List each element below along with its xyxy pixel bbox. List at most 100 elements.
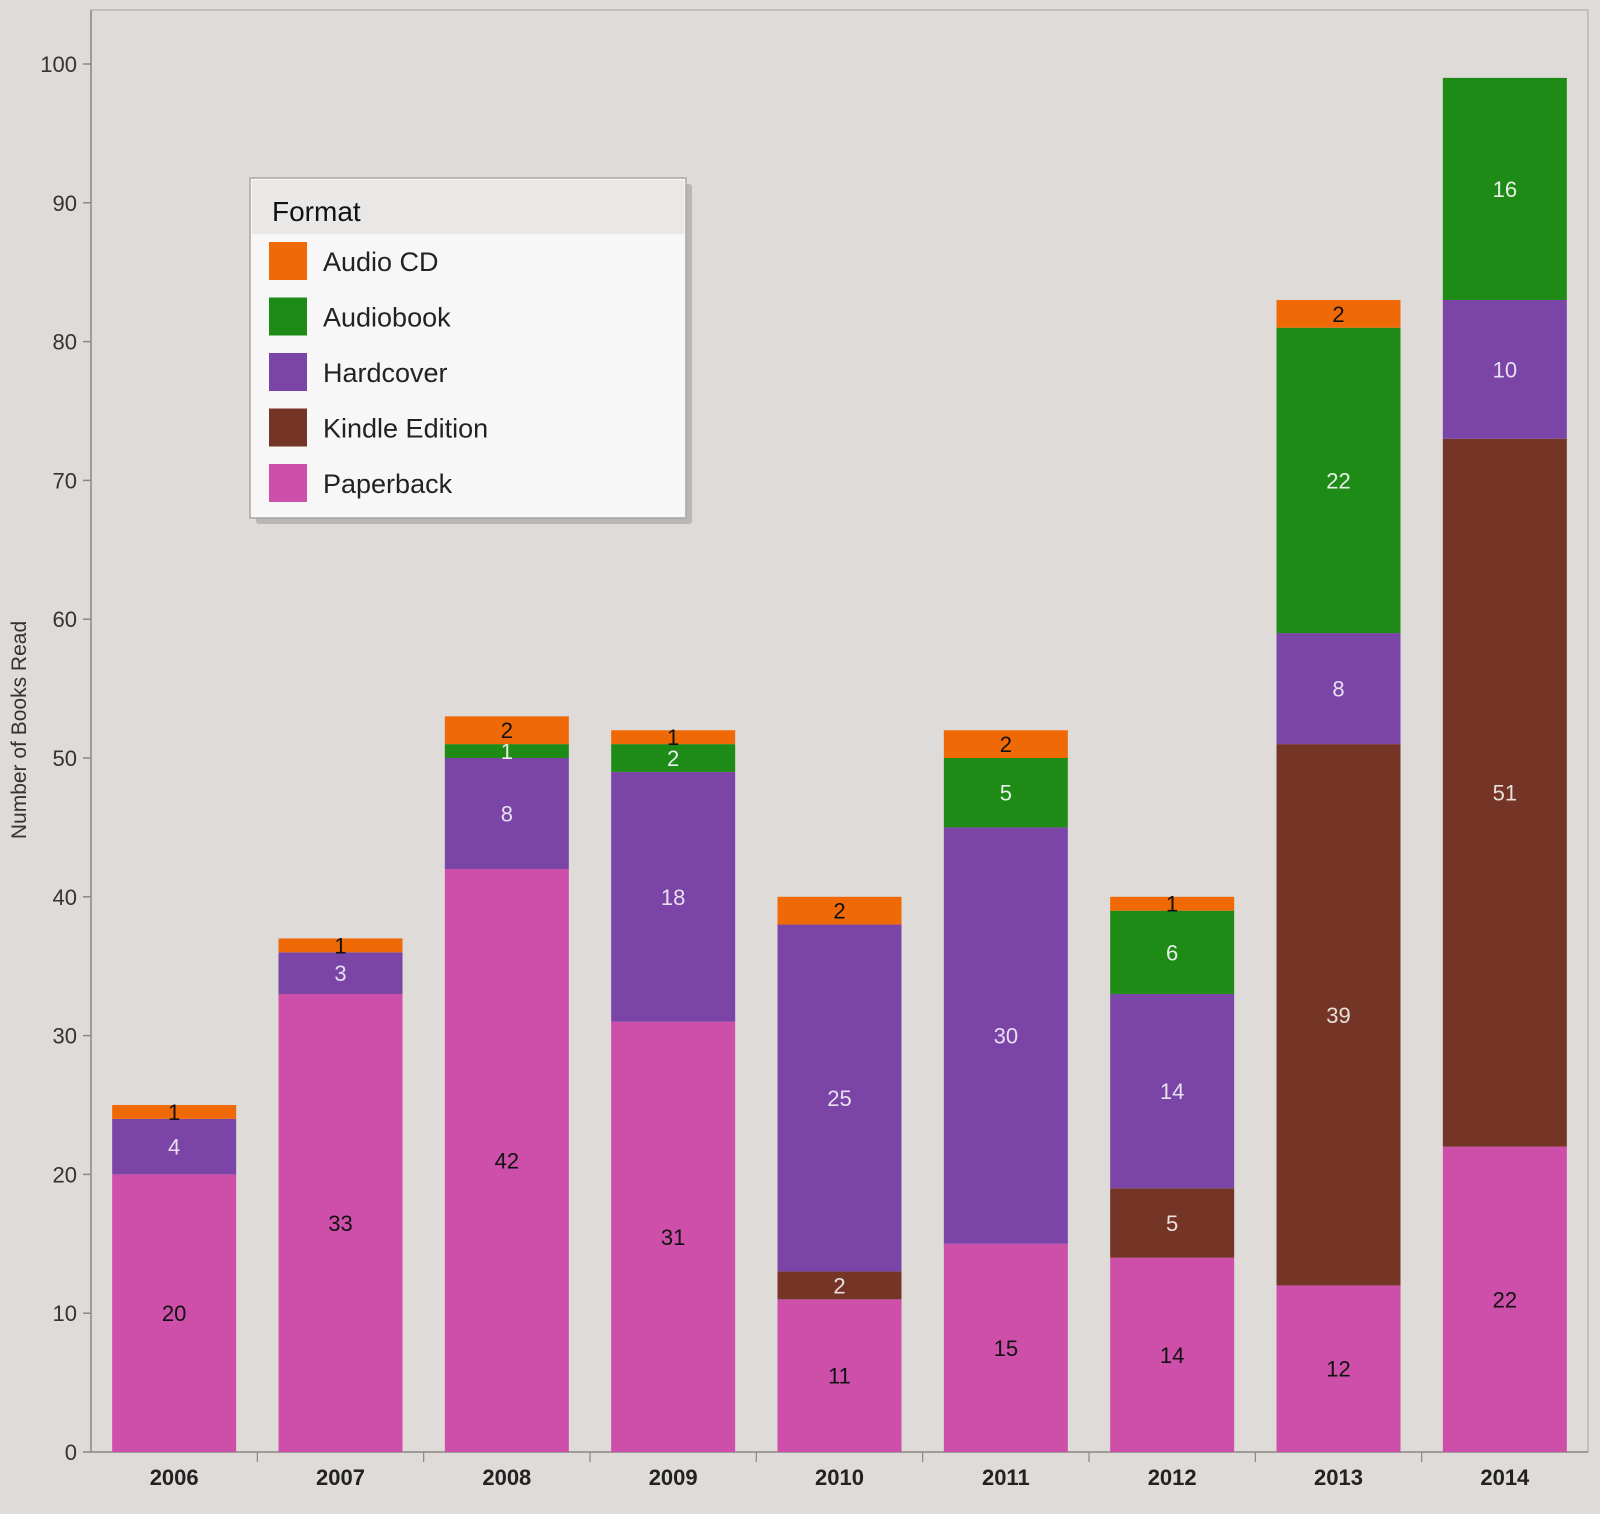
x-tick-label: 2014 [1480,1465,1530,1490]
bar-segment-paperback[interactable] [943,1243,1068,1452]
bar-segment-paperback[interactable] [777,1299,902,1452]
data-label: 51 [1493,781,1517,806]
y-tick-label: 100 [40,52,77,77]
legend[interactable]: Format Audio CD Audiobook Hardcover Kindle E… [249,177,692,524]
y-tick-label: 50 [53,746,77,771]
legend-item-audiobook[interactable]: Audiobook [269,297,451,336]
bar-segment-hardcover[interactable] [112,1118,237,1175]
legend-header [252,180,684,234]
y-tick-label: 70 [53,468,77,493]
bar-stack-2010: 11 2 25 2 [777,896,902,1452]
x-tick-label: 2006 [150,1465,199,1490]
bar-segment-hardcover[interactable] [444,758,569,870]
data-label: 25 [827,1086,851,1111]
data-label: 2 [667,746,679,771]
y-tick-label: 20 [53,1162,77,1187]
y-tick-label: 40 [53,885,77,910]
bar-segment-kindle-edition[interactable] [1442,438,1567,1147]
bar-segment-hardcover[interactable] [777,924,902,1272]
x-tick-label: 2011 [982,1465,1030,1490]
legend-label: Audio CD [323,247,439,277]
data-label: 2 [833,899,845,924]
bars: 2041333142812311821112252153052145146112… [112,77,1567,1452]
bar-segment-audio-cd[interactable] [777,896,902,925]
bar-segment-paperback[interactable] [278,993,403,1452]
data-label: 8 [501,802,513,827]
bar-segment-hardcover[interactable] [1442,299,1567,439]
bar-segment-audiobook[interactable] [943,758,1068,828]
bar-segment-audio-cd[interactable] [112,1105,237,1119]
legend-item-audio-cd[interactable]: Audio CD [269,242,439,280]
legend-label: Paperback [323,469,453,499]
bar-segment-audiobook[interactable] [1442,77,1567,300]
y-tick-label: 60 [53,607,77,632]
bar-stack-2012: 14 5 14 6 1 [1110,892,1235,1452]
data-label: 20 [162,1301,186,1326]
legend-swatch [269,464,307,502]
bar-segment-audio-cd[interactable] [943,730,1068,758]
bar-segment-paperback[interactable] [1442,1146,1567,1452]
bar-stack-2009: 31 18 21 [611,725,736,1452]
bar-segment-paperback[interactable] [444,869,569,1452]
data-label: 6 [1166,940,1178,965]
data-label: 1 [501,739,513,764]
legend-label: Kindle Edition [323,414,488,444]
bar-segment-audio-cd[interactable] [1276,299,1401,328]
bar-segment-paperback[interactable] [112,1174,237,1452]
legend-item-kindle-edition[interactable]: Kindle Edition [269,408,488,447]
bar-segment-hardcover[interactable] [278,952,403,994]
bar-segment-hardcover[interactable] [611,771,736,1022]
legend-swatch [269,242,307,280]
legend-label: Hardcover [323,358,448,388]
bar-segment-audiobook[interactable] [611,744,736,772]
x-axis: 2006 2007 2008 2009 2010 2011 2012 2013 2014 [91,1451,1588,1490]
bar-segment-audio-cd[interactable] [278,938,403,953]
bar-segment-paperback[interactable] [1276,1285,1401,1452]
legend-item-paperback[interactable]: Paperback [269,464,453,502]
data-label: 14 [1160,1343,1184,1368]
bar-segment-audio-cd[interactable] [444,716,569,745]
bar-segment-kindle-edition[interactable] [777,1271,902,1300]
data-label: 11 [828,1364,851,1389]
data-label: 2 [501,718,513,743]
bar-segment-audio-cd[interactable] [611,730,736,745]
bar-segment-kindle-edition[interactable] [1276,744,1401,1286]
data-label: 4 [168,1135,180,1160]
legend-box [249,177,687,519]
data-label: 15 [994,1336,1018,1361]
bar-segment-paperback[interactable] [611,1021,736,1452]
data-label: 2 [1332,302,1344,327]
data-label: 2 [833,1273,845,1298]
bar-segment-paperback[interactable] [1110,1257,1235,1452]
data-label: 14 [1160,1079,1184,1104]
legend-item-hardcover[interactable]: Hardcover [269,353,448,391]
data-label: 33 [328,1211,352,1236]
data-label: 42 [495,1149,519,1174]
bar-segment-hardcover[interactable] [1276,633,1401,745]
legend-swatch [269,297,307,336]
bar-segment-hardcover[interactable] [943,827,1068,1244]
data-label: 2 [1000,732,1012,757]
bar-segment-audiobook[interactable] [1110,910,1235,994]
bar-segment-kindle-edition[interactable] [1110,1188,1235,1258]
x-tick-label: 2010 [815,1465,864,1490]
data-label: 16 [1493,177,1517,202]
y-tick-label: 10 [53,1301,77,1326]
data-label: 31 [661,1225,685,1250]
data-label: 5 [1000,781,1012,806]
x-tick-label: 2007 [316,1465,365,1490]
data-label: 1 [667,725,679,750]
y-tick-label: 30 [53,1024,77,1049]
data-label: 1 [1166,892,1178,917]
legend-label: Audiobook [323,303,451,333]
bar-segment-hardcover[interactable] [1110,993,1235,1189]
bar-segment-audiobook[interactable] [444,744,569,758]
legend-title: Format [272,196,361,227]
data-label: 39 [1326,1003,1350,1028]
bar-segment-audio-cd[interactable] [1110,896,1235,911]
bar-segment-audiobook[interactable] [1276,327,1401,634]
y-tick-label: 0 [65,1440,77,1465]
